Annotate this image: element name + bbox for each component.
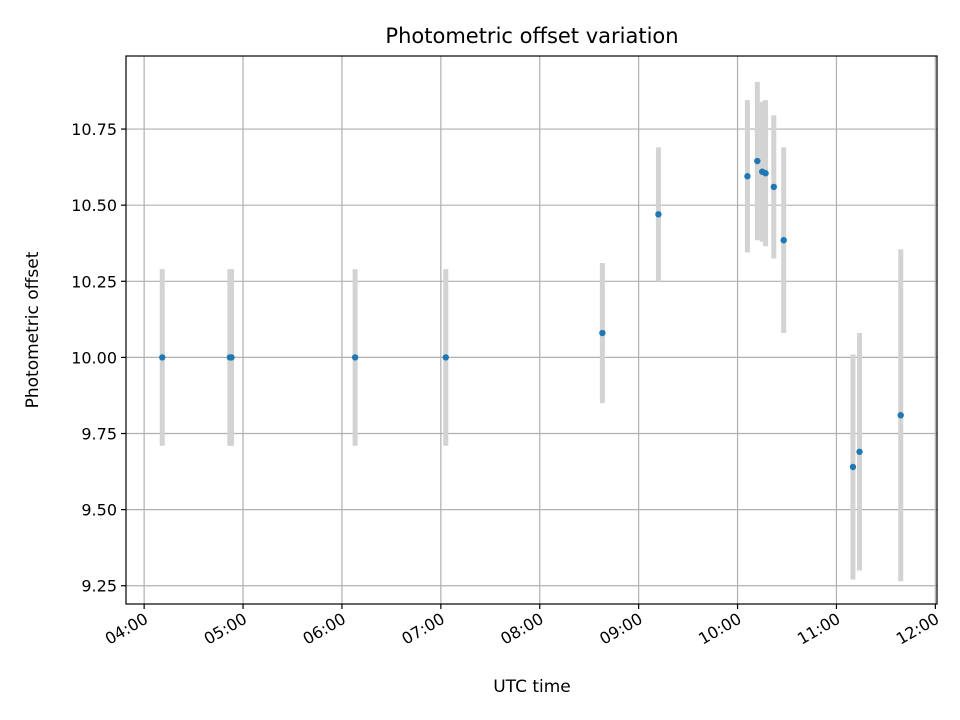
data-point [770, 183, 778, 191]
y-tick-label: 9.25 [81, 577, 117, 596]
data-point [599, 329, 606, 337]
grid [126, 56, 937, 604]
plot-frame [125, 55, 938, 605]
data-point [762, 170, 769, 177]
chart-title: Photometric offset variation [385, 24, 678, 48]
data-point [897, 412, 904, 419]
data-point [849, 463, 857, 471]
data-points [159, 157, 904, 471]
data-point [780, 236, 787, 244]
y-tick-label: 10.75 [71, 120, 117, 139]
data-point [442, 354, 449, 361]
y-tick-label: 9.75 [81, 425, 117, 444]
data-point [228, 354, 235, 361]
y-tick-label: 10.25 [71, 272, 117, 291]
y-axis: 9.25 9.50 9.75 10.00 10.25 10.50 10.75 [71, 120, 126, 596]
x-axis-title: UTC time [493, 677, 571, 697]
data-point [351, 354, 359, 361]
data-point [655, 211, 662, 218]
y-axis-title: Photometric offset [23, 251, 43, 408]
data-point [159, 354, 166, 361]
data-point [744, 173, 751, 180]
data-point [754, 157, 761, 165]
data-point [856, 448, 863, 455]
y-tick-label: 9.50 [81, 501, 117, 520]
y-tick-label: 10.00 [71, 348, 117, 367]
y-tick-label: 10.50 [71, 196, 117, 215]
